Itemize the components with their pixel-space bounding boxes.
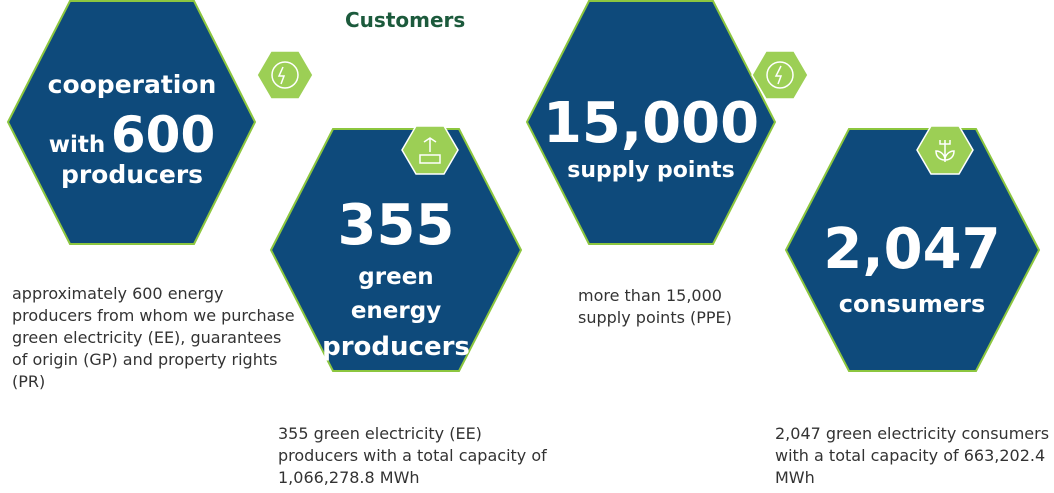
hex-number: 355	[337, 193, 455, 258]
icon	[277, 66, 286, 85]
hex-text: green	[358, 264, 434, 290]
title: Customers	[345, 8, 466, 32]
hexagon	[6, 0, 257, 245]
hex-text: consumers	[838, 290, 986, 318]
description: 2,047 green electricity consumers with a…	[775, 424, 1050, 487]
icon	[419, 137, 441, 164]
description: more than 15,000 supply points (PPE)	[578, 286, 732, 327]
icon	[935, 140, 955, 162]
hexagon	[525, 0, 777, 245]
hexagon	[784, 128, 1041, 372]
description: 355 green electricity (EE) producers wit…	[278, 424, 547, 487]
hex-text: producers	[322, 332, 470, 362]
hexagon	[269, 128, 523, 372]
hex-text: energy	[350, 298, 442, 324]
icon-badge	[256, 50, 314, 100]
hex-text: cooperation	[47, 70, 217, 99]
hex-text: with	[48, 132, 106, 158]
hex-number: 15,000	[542, 91, 760, 156]
description: approximately 600 energy producers from …	[12, 284, 295, 391]
icon	[271, 61, 299, 89]
hex-text: producers	[60, 160, 204, 189]
icon	[774, 65, 783, 85]
hex-number: 2,047	[823, 217, 1001, 282]
icon	[766, 61, 794, 89]
hex-text: with 600	[49, 110, 215, 160]
hex-number: 600	[110, 106, 216, 164]
icon-badge	[751, 50, 809, 100]
hex-text: supply points	[567, 158, 735, 183]
